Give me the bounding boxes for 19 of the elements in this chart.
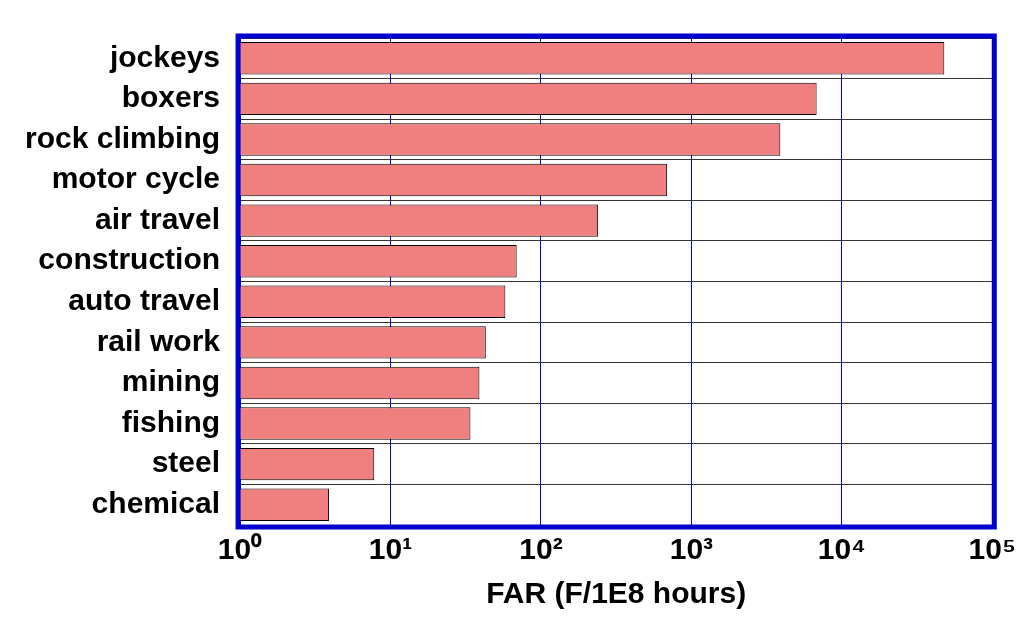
y-tick-label: jockeys	[108, 39, 221, 73]
x-tick-label: 10⁴	[817, 532, 866, 566]
y-tick-label: construction	[38, 242, 221, 276]
x-tick-label: 10⁰	[217, 532, 263, 566]
y-tick-label: mining	[121, 364, 221, 398]
y-tick-label: motor cycle	[51, 161, 221, 195]
y-tick-label: fishing	[121, 404, 221, 438]
x-tick-label: 10³	[669, 532, 714, 566]
y-tick-label: air travel	[94, 201, 221, 235]
x-axis-title: FAR (F/1E8 hours)	[486, 576, 747, 610]
y-tick-label: rock climbing	[25, 120, 221, 154]
x-tick-label: 10²	[519, 532, 563, 566]
y-tick-label: steel	[151, 445, 221, 479]
y-tick-label: auto travel	[68, 283, 221, 317]
y-tick-label: boxers	[121, 80, 221, 114]
x-tick-label: 10⁵	[968, 532, 1016, 566]
y-tick-label: rail work	[96, 323, 221, 357]
y-tick-label: chemical	[91, 485, 221, 519]
x-tick-label: 10¹	[368, 532, 413, 566]
